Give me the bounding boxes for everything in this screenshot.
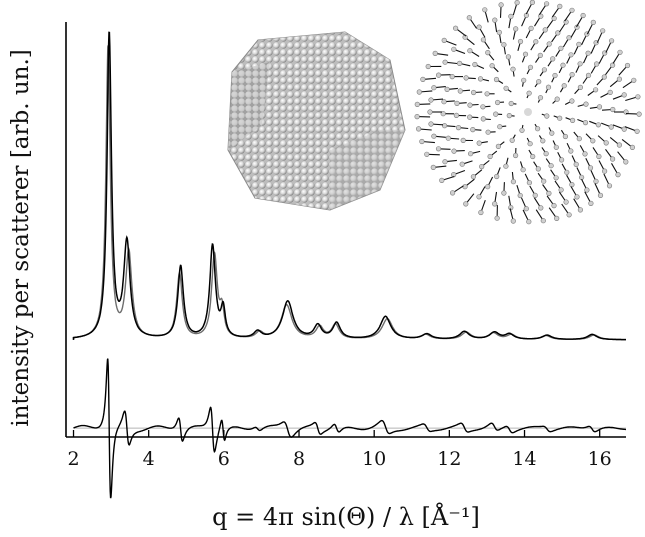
displacement-field-inset: [414, 0, 642, 225]
series-difference: [73, 358, 626, 499]
x-tick-label: 14: [512, 448, 536, 470]
x-tick-label: 4: [143, 448, 155, 470]
x-tick-label: 8: [293, 448, 305, 470]
x-ticks: 2 4 6 8 10 12 14 16: [67, 430, 612, 470]
x-axis-title: q = 4π sin(Θ) / λ [Å⁻¹]: [212, 502, 480, 531]
x-tick-label: 16: [588, 448, 612, 470]
x-tick-label: 10: [362, 448, 386, 470]
series-measured: [72, 31, 626, 341]
x-tick-label: 12: [437, 448, 461, 470]
x-tick-label: 2: [67, 448, 79, 470]
x-tick-label: 6: [218, 448, 230, 470]
plot-area: [72, 31, 626, 499]
axes: [65, 22, 626, 438]
nanoparticle-inset: [227, 31, 406, 211]
y-axis-title: intensity per scatterer [arb. un.]: [8, 49, 34, 427]
